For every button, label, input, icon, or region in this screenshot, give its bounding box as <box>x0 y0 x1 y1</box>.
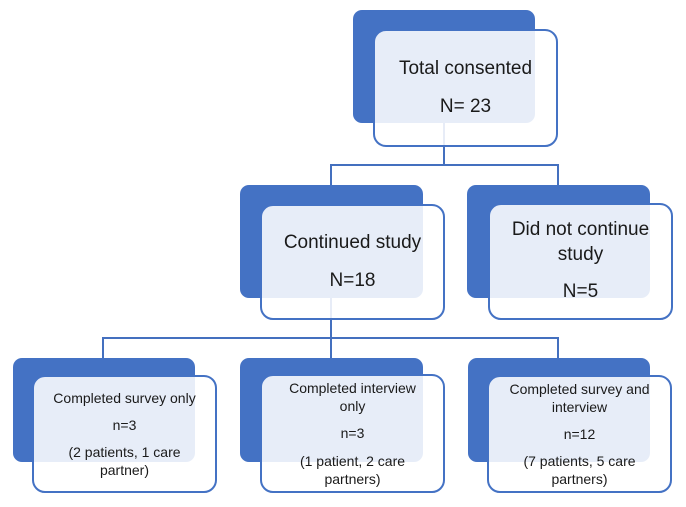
node-continued-study-title: Continued study <box>283 231 422 253</box>
node-total-consented-title: Total consented <box>398 57 533 79</box>
node-survey-interview-detail: (7 patients, 5 care partners) <box>523 453 636 488</box>
node-interview-only-count: n=3 <box>340 425 365 442</box>
connector-continued-drop <box>330 164 332 187</box>
connector-not-continued-drop <box>557 164 559 187</box>
connector-interview-only-drop <box>330 337 332 360</box>
node-did-not-continue-box: Did not continue study N=5 <box>488 203 673 320</box>
node-survey-interview-box: Completed survey and interview n=12 (7 p… <box>487 375 672 493</box>
node-survey-only-title: Completed survey only <box>53 389 196 406</box>
node-survey-interview-count: n=12 <box>563 425 596 442</box>
node-continued-study-box: Continued study N=18 <box>260 204 445 320</box>
node-did-not-continue-count: N=5 <box>562 281 599 303</box>
node-survey-only-detail: (2 patients, 1 care partner) <box>68 444 181 479</box>
node-survey-only-count: n=3 <box>112 416 137 433</box>
node-survey-interview-title: Completed survey and interview <box>509 380 650 415</box>
node-continued-study-count: N=18 <box>329 269 376 291</box>
node-interview-only-box: Completed interview only n=3 (1 patient,… <box>260 374 445 493</box>
node-total-consented-box: Total consented N= 23 <box>373 29 558 147</box>
node-interview-only-detail: (1 patient, 2 care partners) <box>299 452 406 487</box>
node-total-consented-count: N= 23 <box>439 95 492 117</box>
node-survey-only-box: Completed survey only n=3 (2 patients, 1… <box>32 375 217 493</box>
connector-level2-horizontal <box>330 164 559 166</box>
connector-survey-interview-drop <box>557 337 559 360</box>
connector-survey-only-drop <box>102 337 104 360</box>
node-did-not-continue-title: Did not continue study <box>511 218 650 265</box>
node-interview-only-title: Completed interview only <box>289 380 416 415</box>
